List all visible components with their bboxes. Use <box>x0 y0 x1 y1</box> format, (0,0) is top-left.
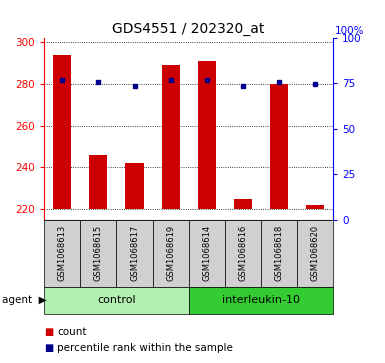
Bar <box>53 55 71 209</box>
Bar <box>126 163 144 209</box>
Text: control: control <box>97 295 136 305</box>
Text: GSM1068618: GSM1068618 <box>275 225 283 281</box>
Bar <box>234 199 252 209</box>
Bar <box>162 65 180 209</box>
Text: GSM1068617: GSM1068617 <box>130 225 139 281</box>
Text: GSM1068616: GSM1068616 <box>238 225 247 281</box>
Text: percentile rank within the sample: percentile rank within the sample <box>57 343 233 354</box>
Text: 100%: 100% <box>335 26 365 36</box>
Text: GSM1068614: GSM1068614 <box>202 225 211 281</box>
Text: ■: ■ <box>44 343 54 354</box>
Bar <box>198 61 216 209</box>
Text: ■: ■ <box>44 327 54 337</box>
Text: GSM1068619: GSM1068619 <box>166 225 175 281</box>
Bar <box>89 155 107 209</box>
Title: GDS4551 / 202320_at: GDS4551 / 202320_at <box>112 22 265 36</box>
Bar <box>270 84 288 209</box>
Text: agent  ▶: agent ▶ <box>2 295 47 305</box>
Text: GSM1068615: GSM1068615 <box>94 225 103 281</box>
Text: interleukin-10: interleukin-10 <box>222 295 300 305</box>
Bar <box>306 205 324 209</box>
Text: GSM1068620: GSM1068620 <box>310 225 320 281</box>
Text: GSM1068613: GSM1068613 <box>58 225 67 281</box>
Text: count: count <box>57 327 87 337</box>
